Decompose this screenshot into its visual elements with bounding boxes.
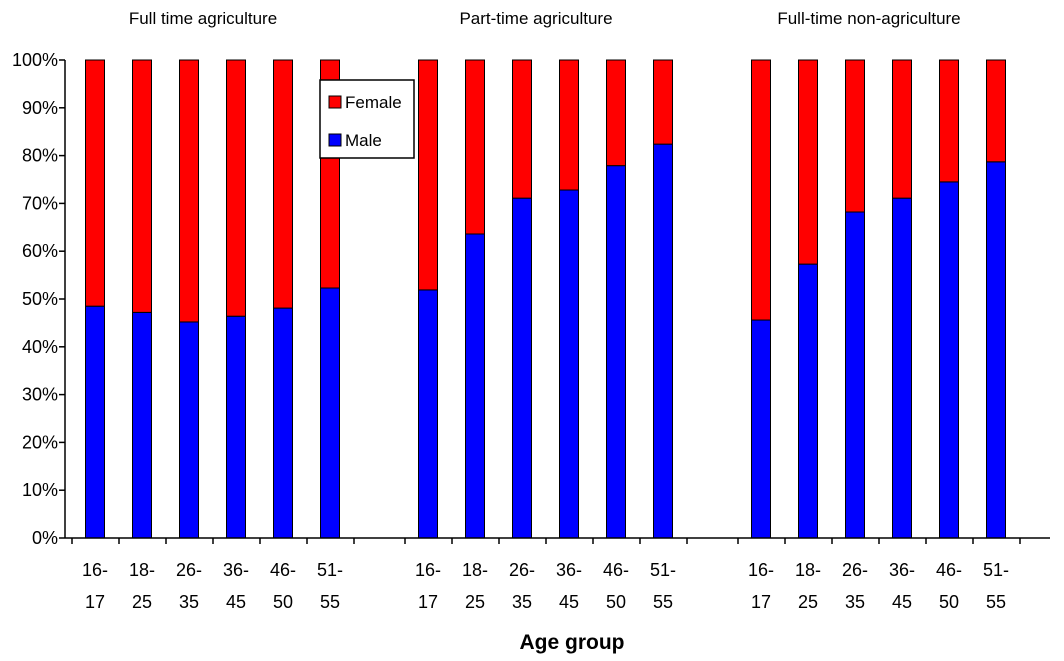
- group-titles: Full time agriculture Part-time agricultu…: [129, 9, 961, 28]
- bar-male: [132, 311, 152, 539]
- group-title: Part-time agriculture: [459, 9, 612, 28]
- x-tick-label: 17: [85, 592, 105, 612]
- bar-female: [179, 59, 199, 323]
- x-tick-label: 16-: [748, 560, 774, 580]
- bar-male: [320, 287, 340, 539]
- y-tick-label: 70%: [22, 193, 58, 213]
- bar-male: [418, 289, 438, 539]
- bar-female: [273, 59, 293, 309]
- x-tick-label: 46-: [603, 560, 629, 580]
- x-tick-label: 36-: [889, 560, 915, 580]
- x-tick-label: 51-: [650, 560, 676, 580]
- legend-label-male: Male: [345, 131, 382, 150]
- y-tick-label: 40%: [22, 337, 58, 357]
- group-title: Full-time non-agriculture: [777, 9, 960, 28]
- x-tick-label: 17: [751, 592, 771, 612]
- bar-male: [179, 321, 199, 539]
- x-tick-label: 17: [418, 592, 438, 612]
- x-tick-label: 18-: [462, 560, 488, 580]
- x-tick-label: 50: [273, 592, 293, 612]
- x-tick-label: 25: [465, 592, 485, 612]
- y-tick-label: 80%: [22, 146, 58, 166]
- bar-female: [845, 59, 865, 213]
- y-tick-label: 90%: [22, 98, 58, 118]
- y-tick-label: 20%: [22, 432, 58, 452]
- x-tick-label: 18-: [129, 560, 155, 580]
- bar-female: [798, 59, 818, 265]
- bar-male: [986, 161, 1006, 539]
- x-tick-label: 25: [798, 592, 818, 612]
- group-title: Full time agriculture: [129, 9, 277, 28]
- x-tick-label: 35: [845, 592, 865, 612]
- x-tick-label: 51-: [983, 560, 1009, 580]
- bar-male: [653, 143, 673, 539]
- bar-female: [512, 59, 532, 199]
- bar-male: [512, 197, 532, 539]
- bar-male: [751, 319, 771, 539]
- bar-female: [559, 59, 579, 191]
- bar-male: [845, 211, 865, 539]
- bar-male: [559, 189, 579, 539]
- x-tick-label: 55: [320, 592, 340, 612]
- legend-swatch-female: [328, 95, 342, 109]
- x-tick-label: 26-: [842, 560, 868, 580]
- x-tick-label: 51-: [317, 560, 343, 580]
- x-tick-label: 36-: [223, 560, 249, 580]
- x-tick-label: 46-: [270, 560, 296, 580]
- bar-male: [85, 305, 105, 539]
- y-axis: 0% 10% 20% 30% 40% 50% 60% 70% 80% 90% 100%: [12, 50, 66, 548]
- y-tick-label: 10%: [22, 480, 58, 500]
- bar-female: [606, 59, 626, 167]
- x-tick-label: 55: [986, 592, 1006, 612]
- y-tick-label: 0%: [32, 528, 58, 548]
- x-tick-label: 55: [653, 592, 673, 612]
- bar-female: [751, 59, 771, 321]
- x-tick-label: 18-: [795, 560, 821, 580]
- bar-male: [606, 165, 626, 539]
- bar-female: [132, 59, 152, 313]
- bar-female: [986, 59, 1006, 163]
- x-tick-label: 35: [179, 592, 199, 612]
- bar-male: [273, 307, 293, 539]
- bar-female: [465, 59, 485, 235]
- x-tick-label: 35: [512, 592, 532, 612]
- x-tick-label: 50: [939, 592, 959, 612]
- x-tick-label: 16-: [415, 560, 441, 580]
- x-axis-title: Age group: [520, 631, 625, 654]
- bars: [85, 59, 1006, 539]
- x-tick-label: 45: [892, 592, 912, 612]
- x-tick-label: 26-: [176, 560, 202, 580]
- y-tick-label: 30%: [22, 385, 58, 405]
- bar-male: [226, 315, 246, 539]
- y-tick-label: 100%: [12, 50, 58, 70]
- legend: Female Male: [319, 79, 415, 159]
- legend-label-female: Female: [345, 93, 402, 112]
- x-tick-label: 46-: [936, 560, 962, 580]
- bar-female: [85, 59, 105, 307]
- bar-female: [892, 59, 912, 199]
- x-axis: 16- 17 18- 25 26- 35 36- 45 46- 50 51- 55 16- 17 18- 25…: [65, 537, 1050, 612]
- x-tick-label: 25: [132, 592, 152, 612]
- legend-swatch-male: [328, 133, 342, 147]
- y-tick-label: 50%: [22, 289, 58, 309]
- x-tick-label: 50: [606, 592, 626, 612]
- x-tick-label: 26-: [509, 560, 535, 580]
- bar-male: [465, 233, 485, 539]
- y-tick-label: 60%: [22, 241, 58, 261]
- bar-male: [939, 181, 959, 539]
- bar-female: [418, 59, 438, 291]
- bar-male: [798, 263, 818, 539]
- bar-male: [892, 197, 912, 539]
- x-tick-label: 16-: [82, 560, 108, 580]
- bar-female: [653, 59, 673, 145]
- bar-female: [226, 59, 246, 317]
- x-tick-label: 36-: [556, 560, 582, 580]
- bar-female: [939, 59, 959, 183]
- x-tick-label: 45: [226, 592, 246, 612]
- x-tick-label: 45: [559, 592, 579, 612]
